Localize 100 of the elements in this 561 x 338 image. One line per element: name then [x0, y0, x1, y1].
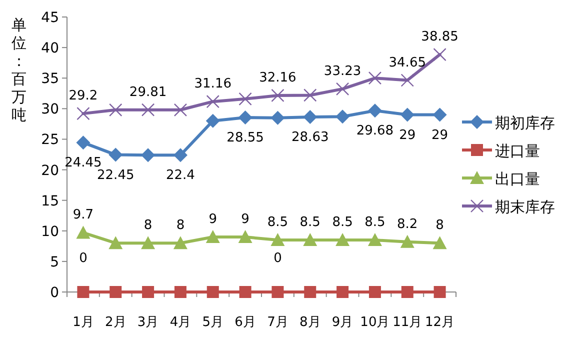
x-tick-label: 9月	[332, 315, 354, 330]
data-label: 8.2	[397, 216, 418, 232]
point	[433, 48, 446, 62]
point	[206, 286, 219, 298]
point	[141, 236, 156, 250]
point	[368, 286, 381, 298]
point	[304, 88, 317, 102]
data-label: 9	[241, 212, 250, 227]
point	[400, 108, 414, 122]
point	[141, 148, 156, 162]
point	[368, 233, 382, 246]
point	[400, 234, 414, 248]
point	[368, 72, 382, 85]
point	[434, 286, 446, 298]
data-label: 28.63	[292, 130, 329, 146]
data-label: 8	[176, 218, 185, 234]
data-label: 8.5	[332, 215, 353, 230]
point	[336, 110, 350, 124]
point	[110, 286, 122, 298]
point	[270, 233, 285, 246]
legend-label: 期初库存	[495, 114, 555, 132]
y-tick-label: 40	[41, 40, 59, 57]
data-label: 34.65	[388, 55, 426, 70]
data-label: 29.81	[129, 84, 167, 100]
point	[206, 114, 220, 128]
data-label: 29	[399, 128, 416, 143]
point	[303, 110, 318, 124]
point	[400, 74, 414, 87]
x-tick-label: 8月	[299, 315, 321, 330]
point	[304, 286, 316, 298]
y-tick-label: 35	[41, 71, 59, 88]
data-label: 29.2	[68, 88, 98, 104]
point	[238, 92, 252, 106]
y-tick-label: 30	[41, 102, 59, 118]
point	[336, 233, 350, 246]
y-axis-title: 单位：百万吨	[12, 16, 26, 124]
data-label: 8.5	[364, 215, 386, 230]
point	[108, 236, 123, 250]
data-label: 29.68	[356, 124, 394, 139]
point	[401, 286, 414, 298]
data-label: 8.5	[267, 215, 288, 230]
x-tick-label: 1月	[72, 315, 94, 330]
data-label: 8	[144, 218, 152, 234]
legend-label: 期末库存	[495, 198, 555, 216]
point	[108, 148, 123, 162]
point	[77, 286, 90, 298]
point	[173, 236, 188, 250]
data-label: 22.4	[166, 168, 195, 184]
point	[173, 148, 188, 162]
y-tick-label: 45	[41, 10, 59, 26]
point	[141, 103, 155, 116]
data-label: 22.45	[97, 168, 134, 183]
point	[206, 230, 220, 243]
point	[76, 226, 90, 239]
y-tick-label: 10	[41, 224, 59, 240]
point	[109, 103, 122, 116]
data-label: 9.7	[72, 208, 94, 223]
data-label: 8.5	[300, 215, 320, 230]
x-tick-label: 11月	[392, 315, 422, 330]
data-label: 0	[79, 251, 88, 266]
data-label: 0	[274, 251, 282, 266]
data-label: 9	[208, 212, 218, 227]
y-tick-label: 25	[41, 132, 59, 148]
point	[336, 82, 350, 96]
y-tick-label: 5	[50, 254, 59, 270]
x-tick-label: 6月	[234, 315, 256, 330]
legend-label: 进口量	[495, 142, 540, 160]
point	[206, 94, 220, 108]
x-tick-label: 12月	[425, 315, 455, 330]
data-label: 31.16	[194, 76, 232, 92]
y-tick-label: 15	[41, 193, 59, 210]
x-tick-label: 3月	[137, 315, 159, 330]
point	[368, 104, 382, 118]
x-tick-label: 10月	[360, 315, 390, 330]
point	[432, 108, 447, 122]
point	[303, 233, 318, 246]
data-label: 32.16	[259, 70, 296, 86]
point	[272, 286, 284, 298]
point	[174, 286, 186, 298]
point	[76, 136, 90, 150]
point	[336, 286, 349, 298]
point	[238, 230, 252, 243]
legend-label: 出口量	[495, 170, 540, 188]
point	[432, 236, 447, 250]
x-tick-label: 7月	[267, 315, 288, 330]
x-tick-label: 2月	[104, 315, 126, 330]
data-label: 29	[432, 128, 448, 143]
data-label: 38.85	[421, 30, 458, 45]
point	[174, 103, 188, 116]
x-tick-label: 5月	[202, 315, 224, 330]
point	[238, 110, 252, 125]
data-label: 33.23	[324, 64, 362, 79]
data-label: 28.55	[226, 130, 264, 146]
point	[270, 110, 285, 125]
y-tick-label: 0	[50, 285, 59, 301]
point	[271, 88, 284, 102]
point	[142, 286, 154, 298]
y-tick-label: 20	[41, 162, 59, 179]
x-tick-label: 4月	[170, 315, 192, 330]
point	[239, 286, 252, 298]
